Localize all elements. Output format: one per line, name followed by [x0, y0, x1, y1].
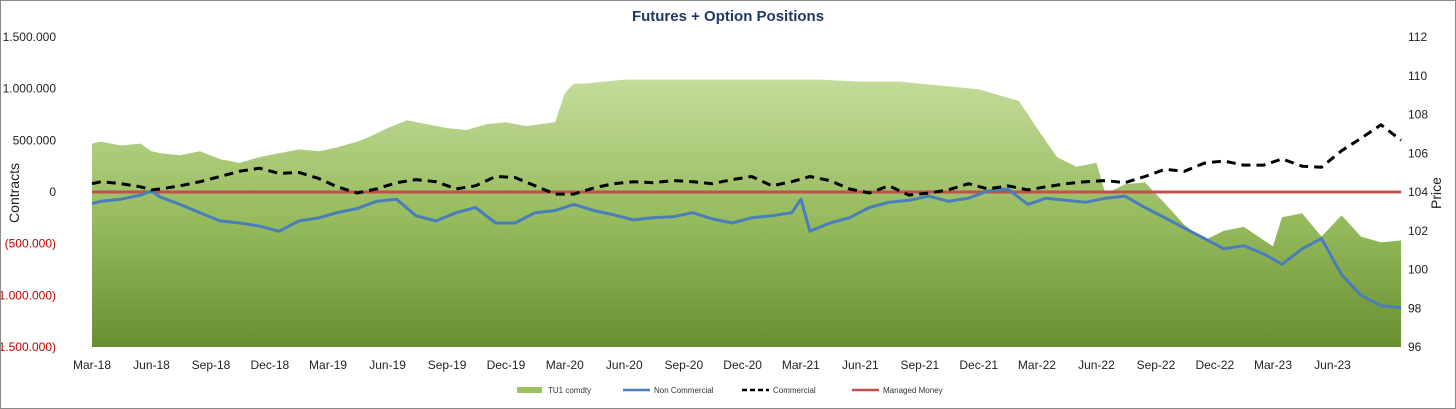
right-tick-label: 102 — [1408, 224, 1428, 238]
x-tick-label: Mar-23 — [1254, 358, 1292, 372]
left-tick-label: 500.000 — [13, 133, 57, 147]
legend-item-tu1-comdty: TU1 comdty — [517, 386, 591, 395]
series-non-commercial-line — [91, 187, 1402, 310]
legend-label: Non Commercial — [654, 386, 714, 395]
x-tick-label: Jun-20 — [606, 358, 643, 372]
left-tick-label: 1.500.000 — [3, 30, 57, 44]
right-tick-label: 104 — [1408, 185, 1428, 199]
left-tick-label: 0 — [49, 185, 56, 199]
x-tick-label: Sep-19 — [428, 358, 467, 372]
tick-layer: 1.500.000 1.000.000 500.000 0 (500.000) (1.00… — [1, 30, 1428, 372]
chart-title: Futures + Option Positions — [632, 8, 824, 25]
legend: TU1 comdty Non Commercial Commercial Manage… — [517, 386, 943, 395]
x-tick-label: Dec-20 — [723, 358, 762, 372]
left-tick-label: (1.000.000) — [1, 288, 56, 302]
right-tick-label: 100 — [1408, 263, 1428, 277]
x-tick-label: Mar-22 — [1018, 358, 1056, 372]
y-axis-title: Contracts — [6, 163, 22, 223]
x-tick-label: Dec-21 — [959, 358, 998, 372]
legend-label: Commercial — [773, 386, 816, 395]
series-tu1-comdty-area — [92, 79, 1402, 347]
legend-item-non-commercial: Non Commercial — [623, 386, 714, 395]
legend-label: TU1 comdty — [548, 386, 591, 395]
x-tick-label: Sep-18 — [192, 358, 231, 372]
legend-item-managed-money: Managed Money — [852, 386, 943, 395]
x-tick-label: Sep-22 — [1137, 358, 1176, 372]
legend-swatch — [517, 387, 542, 393]
y2-axis-title: Price — [1428, 177, 1444, 209]
left-tick-label: 1.000.000 — [3, 82, 57, 96]
x-tick-label: Jun-19 — [369, 358, 406, 372]
x-tick-label: Sep-20 — [664, 358, 703, 372]
x-tick-label: Jun-21 — [842, 358, 879, 372]
legend-item-commercial: Commercial — [742, 386, 816, 395]
left-tick-label: (1.500.000) — [1, 340, 56, 354]
x-tick-label: Jun-22 — [1078, 358, 1115, 372]
x-tick-label: Jun-23 — [1314, 358, 1351, 372]
line-layer — [91, 123, 1403, 310]
x-tick-label: Mar-20 — [546, 358, 584, 372]
x-tick-label: Sep-21 — [901, 358, 940, 372]
x-tick-label: Dec-22 — [1195, 358, 1234, 372]
series-commercial-line — [91, 123, 1403, 197]
legend-label: Managed Money — [883, 386, 943, 395]
x-tick-label: Jun-18 — [133, 358, 170, 372]
right-tick-label: 112 — [1408, 30, 1427, 44]
x-tick-label: Dec-18 — [251, 358, 290, 372]
x-tick-label: Mar-19 — [309, 358, 347, 372]
right-tick-label: 110 — [1408, 69, 1427, 83]
right-tick-label: 96 — [1408, 340, 1422, 354]
x-tick-label: Dec-19 — [487, 358, 526, 372]
x-tick-label: Mar-21 — [782, 358, 820, 372]
right-tick-label: 98 — [1408, 301, 1422, 315]
x-tick-label: Mar-18 — [73, 358, 111, 372]
area-layer — [92, 79, 1402, 347]
left-tick-label: (500.000) — [5, 237, 56, 251]
right-tick-label: 106 — [1408, 146, 1428, 160]
right-tick-label: 108 — [1408, 108, 1428, 122]
